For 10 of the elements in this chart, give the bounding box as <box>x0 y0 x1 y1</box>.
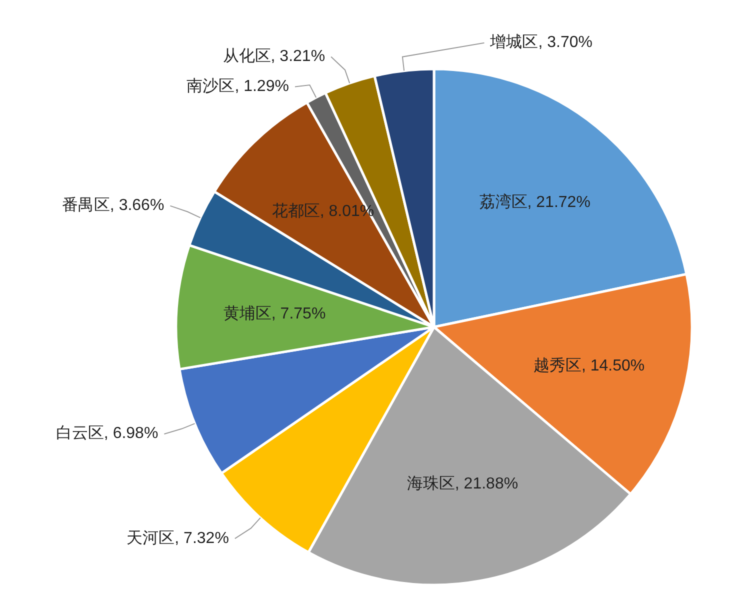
slice-label: 海珠区, 21.88% <box>406 474 518 493</box>
slice-label: 白云区, 6.98% <box>56 425 158 442</box>
slice-label: 荔湾区, 21.72% <box>479 193 590 212</box>
slice-label: 黄埔区, 7.75% <box>223 304 326 323</box>
slice-label: 天河区, 7.32% <box>126 530 229 547</box>
slice-label: 增城区, 3.70% <box>489 33 592 52</box>
slice-label: 从化区, 3.21% <box>222 46 326 65</box>
slice-label: 南沙区, 1.29% <box>186 76 289 95</box>
slice-label: 番禺区, 3.66% <box>62 196 164 214</box>
slice-label: 越秀区, 14.50% <box>533 356 645 375</box>
